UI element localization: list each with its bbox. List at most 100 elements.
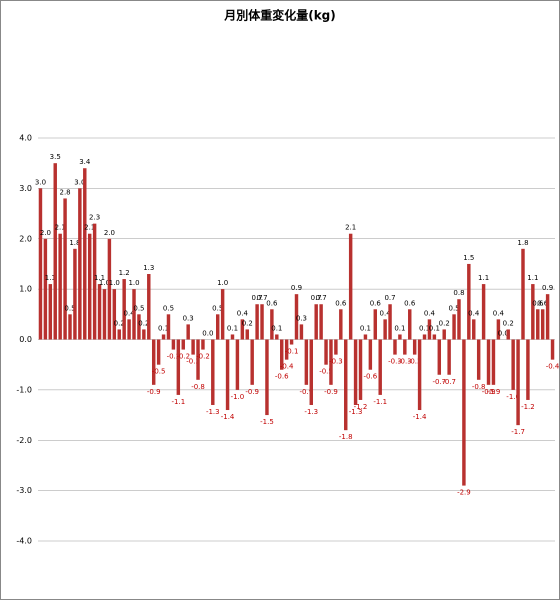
bar	[38, 188, 43, 340]
value-label: 2.0	[40, 229, 51, 237]
bar	[245, 329, 249, 340]
value-label: 0.4	[237, 309, 249, 317]
bar	[112, 289, 117, 340]
value-label: 0.7	[252, 294, 263, 302]
value-label: -0.1	[285, 348, 299, 356]
bar	[83, 168, 87, 340]
value-label: -0.6	[364, 373, 378, 381]
bar	[309, 339, 313, 405]
value-label: 0.1	[394, 324, 405, 332]
bar	[211, 339, 215, 405]
value-label: 0.9	[291, 284, 302, 292]
bar	[215, 314, 220, 340]
bar	[250, 339, 254, 385]
value-label: 0.6	[370, 299, 382, 307]
value-label: 0.4	[424, 309, 436, 317]
bar	[161, 334, 166, 340]
value-label: 0.8	[453, 289, 464, 297]
value-label: 3.4	[79, 158, 91, 166]
value-label: 0.5	[212, 304, 223, 312]
bar	[442, 329, 446, 340]
value-label: 0.1	[419, 324, 430, 332]
value-label: -0.5	[152, 368, 166, 376]
value-label: -1.4	[221, 413, 235, 421]
bar	[540, 309, 545, 340]
value-label: 1.1	[478, 274, 489, 282]
value-label: 0.0	[202, 330, 213, 338]
bar	[496, 319, 501, 340]
value-label: 0.1	[360, 324, 371, 332]
bar	[147, 274, 151, 340]
value-label: 2.3	[89, 214, 100, 222]
value-label: 0.7	[384, 294, 395, 302]
value-label: 0.2	[503, 319, 514, 327]
bar	[353, 339, 358, 405]
y-tick-label: -2.0	[16, 436, 32, 445]
bar	[78, 188, 82, 340]
value-label: 0.1	[158, 324, 169, 332]
value-label: 0.2	[242, 319, 253, 327]
value-label: 0.6	[335, 299, 347, 307]
value-label: -0.6	[275, 373, 289, 381]
bar	[270, 309, 274, 340]
bar	[383, 319, 387, 340]
y-tick-label: 0.0	[19, 335, 32, 344]
y-tick-label: -1.0	[16, 385, 32, 394]
value-label: -0.4	[546, 363, 560, 371]
bar	[107, 238, 112, 340]
bar	[462, 339, 466, 486]
value-label: -0.3	[408, 358, 422, 366]
bar	[280, 339, 284, 370]
value-label: 0.5	[163, 304, 174, 312]
value-label: 2.0	[104, 229, 115, 237]
value-label: 0.1	[271, 324, 282, 332]
value-label: 2.1	[55, 224, 66, 232]
bar	[452, 314, 456, 340]
value-label: -0.3	[388, 358, 402, 366]
bar	[117, 329, 121, 340]
value-label: 0.4	[380, 309, 392, 317]
bar	[536, 309, 540, 340]
value-label: -1.5	[260, 418, 274, 426]
bar	[58, 233, 62, 340]
value-label: -0.8	[472, 383, 486, 391]
value-label: 0.7	[316, 294, 327, 302]
value-label: 1.0	[128, 279, 139, 287]
bar	[220, 289, 225, 340]
bar	[358, 339, 363, 400]
bar	[550, 339, 555, 360]
bar	[437, 339, 442, 375]
bar	[92, 223, 97, 340]
bar	[348, 233, 353, 340]
value-label: 0.6	[537, 299, 549, 307]
value-label: -1.7	[511, 428, 525, 436]
value-label: 1.3	[143, 264, 154, 272]
bar	[127, 319, 131, 340]
bar	[196, 339, 200, 380]
value-label: 0.4	[493, 309, 505, 317]
bar	[457, 299, 461, 340]
bar	[230, 334, 235, 340]
bar	[260, 304, 264, 340]
value-label: 0.5	[448, 304, 459, 312]
bar	[412, 339, 417, 355]
bar	[171, 339, 176, 350]
bar	[137, 314, 141, 340]
bar	[339, 309, 343, 340]
value-label: -1.2	[521, 403, 535, 411]
bar	[481, 284, 486, 340]
bar	[516, 339, 520, 426]
bar	[53, 163, 57, 340]
value-label: -0.4	[280, 363, 294, 371]
y-tick-label: 3.0	[19, 184, 32, 193]
bar	[166, 314, 171, 340]
bar	[422, 334, 427, 340]
value-label: 0.3	[296, 314, 307, 322]
value-label: 0.2	[138, 319, 149, 327]
bar	[486, 339, 491, 385]
bar	[299, 324, 304, 340]
value-label: -1.2	[354, 403, 368, 411]
value-label: 0.2	[439, 319, 450, 327]
value-label: -0.3	[329, 358, 343, 366]
